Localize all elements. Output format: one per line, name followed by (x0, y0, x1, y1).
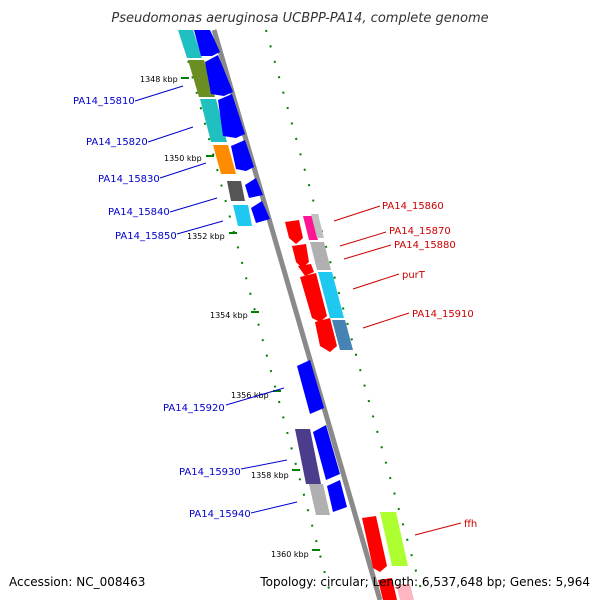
gene-box-pa14-15850[interactable] (233, 205, 252, 226)
tick-guide-right (265, 29, 425, 600)
gene-box-ffh[interactable] (380, 512, 408, 566)
gene-box-purt[interactable] (318, 272, 344, 318)
leader-line (240, 459, 288, 470)
gene-box-pa14-15880[interactable] (310, 242, 331, 270)
gene-arrow-pa14-15810[interactable] (205, 55, 233, 96)
gene-box-top-cyan[interactable] (178, 30, 202, 58)
accession-text: Accession: NC_008463 (9, 575, 145, 589)
gene-arrow-purt[interactable] (300, 273, 327, 322)
kbp-label-1358: 1358 kbp (251, 471, 289, 480)
gene-arrow-pa14-15920[interactable] (297, 360, 324, 414)
gene-arrow-pa14-15840[interactable] (245, 178, 263, 198)
kbp-label-1360: 1360 kbp (271, 550, 309, 559)
gene-arrow-pa14-15850[interactable] (251, 201, 270, 223)
kbp-label-1352: 1352 kbp (187, 232, 225, 241)
gene-arrow-pa14-15880[interactable] (298, 264, 314, 276)
gene-arrow-pa14-15940[interactable] (327, 480, 347, 512)
label-ffh[interactable]: ffh (464, 519, 477, 530)
leader-line (176, 220, 224, 235)
label-pa14-15850[interactable]: PA14_15850 (115, 231, 177, 242)
page-title: Pseudomonas aeruginosa UCBPP-PA14, compl… (111, 11, 488, 26)
label-pa14-15910[interactable]: PA14_15910 (412, 309, 474, 320)
gene-arrow-ffh[interactable] (362, 516, 387, 572)
gene-box-pa14-15910[interactable] (332, 320, 353, 350)
gene-arrow-pa14-15930[interactable] (313, 425, 340, 480)
gene-box-pa14-15840[interactable] (227, 181, 245, 201)
gene-arrow-pa14-15910[interactable] (315, 318, 337, 352)
kbp-label-1348: 1348 kbp (140, 75, 178, 84)
gene-arrow-pa14-15870[interactable] (292, 244, 309, 268)
leader-line (414, 522, 462, 536)
label-pa14-15820[interactable]: PA14_15820 (86, 137, 148, 148)
kbp-label-1354: 1354 kbp (210, 311, 248, 320)
gene-box-pa14-15810[interactable] (188, 60, 215, 97)
gene-box-pa14-15860[interactable] (303, 216, 318, 240)
leader-line (134, 85, 184, 102)
left-gene-labels: PA14_15810 PA14_15820 PA14_15830 PA14_15… (73, 85, 298, 520)
label-pa14-15830[interactable]: PA14_15830 (98, 174, 160, 185)
left-gene-arrows (194, 30, 347, 512)
gene-box-pa14-15820[interactable] (200, 99, 227, 142)
gene-arrow-pa14-15830[interactable] (231, 140, 254, 171)
label-pa14-15920[interactable]: PA14_15920 (163, 403, 225, 414)
label-pa14-15810[interactable]: PA14_15810 (73, 96, 135, 107)
label-pa14-15880[interactable]: PA14_15880 (394, 240, 456, 251)
gene-arrow-bottom[interactable] (378, 578, 397, 600)
label-purt[interactable]: purT (402, 270, 426, 281)
leader-line (362, 312, 410, 329)
kbp-scale: 1348 kbp 1350 kbp 1352 kbp 1354 kbp 1356… (140, 75, 320, 559)
gene-arrow-top[interactable] (194, 30, 220, 56)
right-gene-labels: PA14_15860 PA14_15870 PA14_15880 purT PA… (333, 201, 477, 536)
leader-line (333, 205, 381, 222)
right-gene-arrows (285, 220, 397, 600)
gene-box-pa14-15930[interactable] (295, 429, 321, 484)
gene-box-pa14-15830[interactable] (213, 145, 236, 174)
label-pa14-15870[interactable]: PA14_15870 (389, 226, 451, 237)
leader-line (339, 231, 387, 247)
label-pa14-15840[interactable]: PA14_15840 (108, 207, 170, 218)
gene-box-pa14-15860b[interactable] (311, 214, 324, 238)
right-gene-boxes (303, 214, 414, 600)
gene-box-bottom-pink[interactable] (396, 584, 414, 600)
gene-arrow-pa14-15860[interactable] (285, 220, 303, 244)
leader-line (147, 126, 194, 143)
genome-summary-text: Topology: circular; Length: 6,537,648 bp… (259, 575, 590, 589)
leader-line (159, 162, 207, 179)
label-pa14-15930[interactable]: PA14_15930 (179, 467, 241, 478)
leader-line (169, 197, 218, 213)
gene-box-pa14-15940[interactable] (309, 484, 330, 515)
leader-line (250, 501, 298, 514)
kbp-label-1350: 1350 kbp (164, 154, 202, 163)
left-gene-boxes (178, 30, 330, 515)
label-pa14-15860[interactable]: PA14_15860 (382, 201, 444, 212)
kbp-label-1356: 1356 kbp (231, 391, 269, 400)
leader-line (352, 273, 400, 290)
label-pa14-15940[interactable]: PA14_15940 (189, 509, 251, 520)
leader-line (225, 387, 285, 406)
gene-arrow-pa14-15820[interactable] (218, 94, 245, 138)
leader-line (343, 244, 392, 260)
